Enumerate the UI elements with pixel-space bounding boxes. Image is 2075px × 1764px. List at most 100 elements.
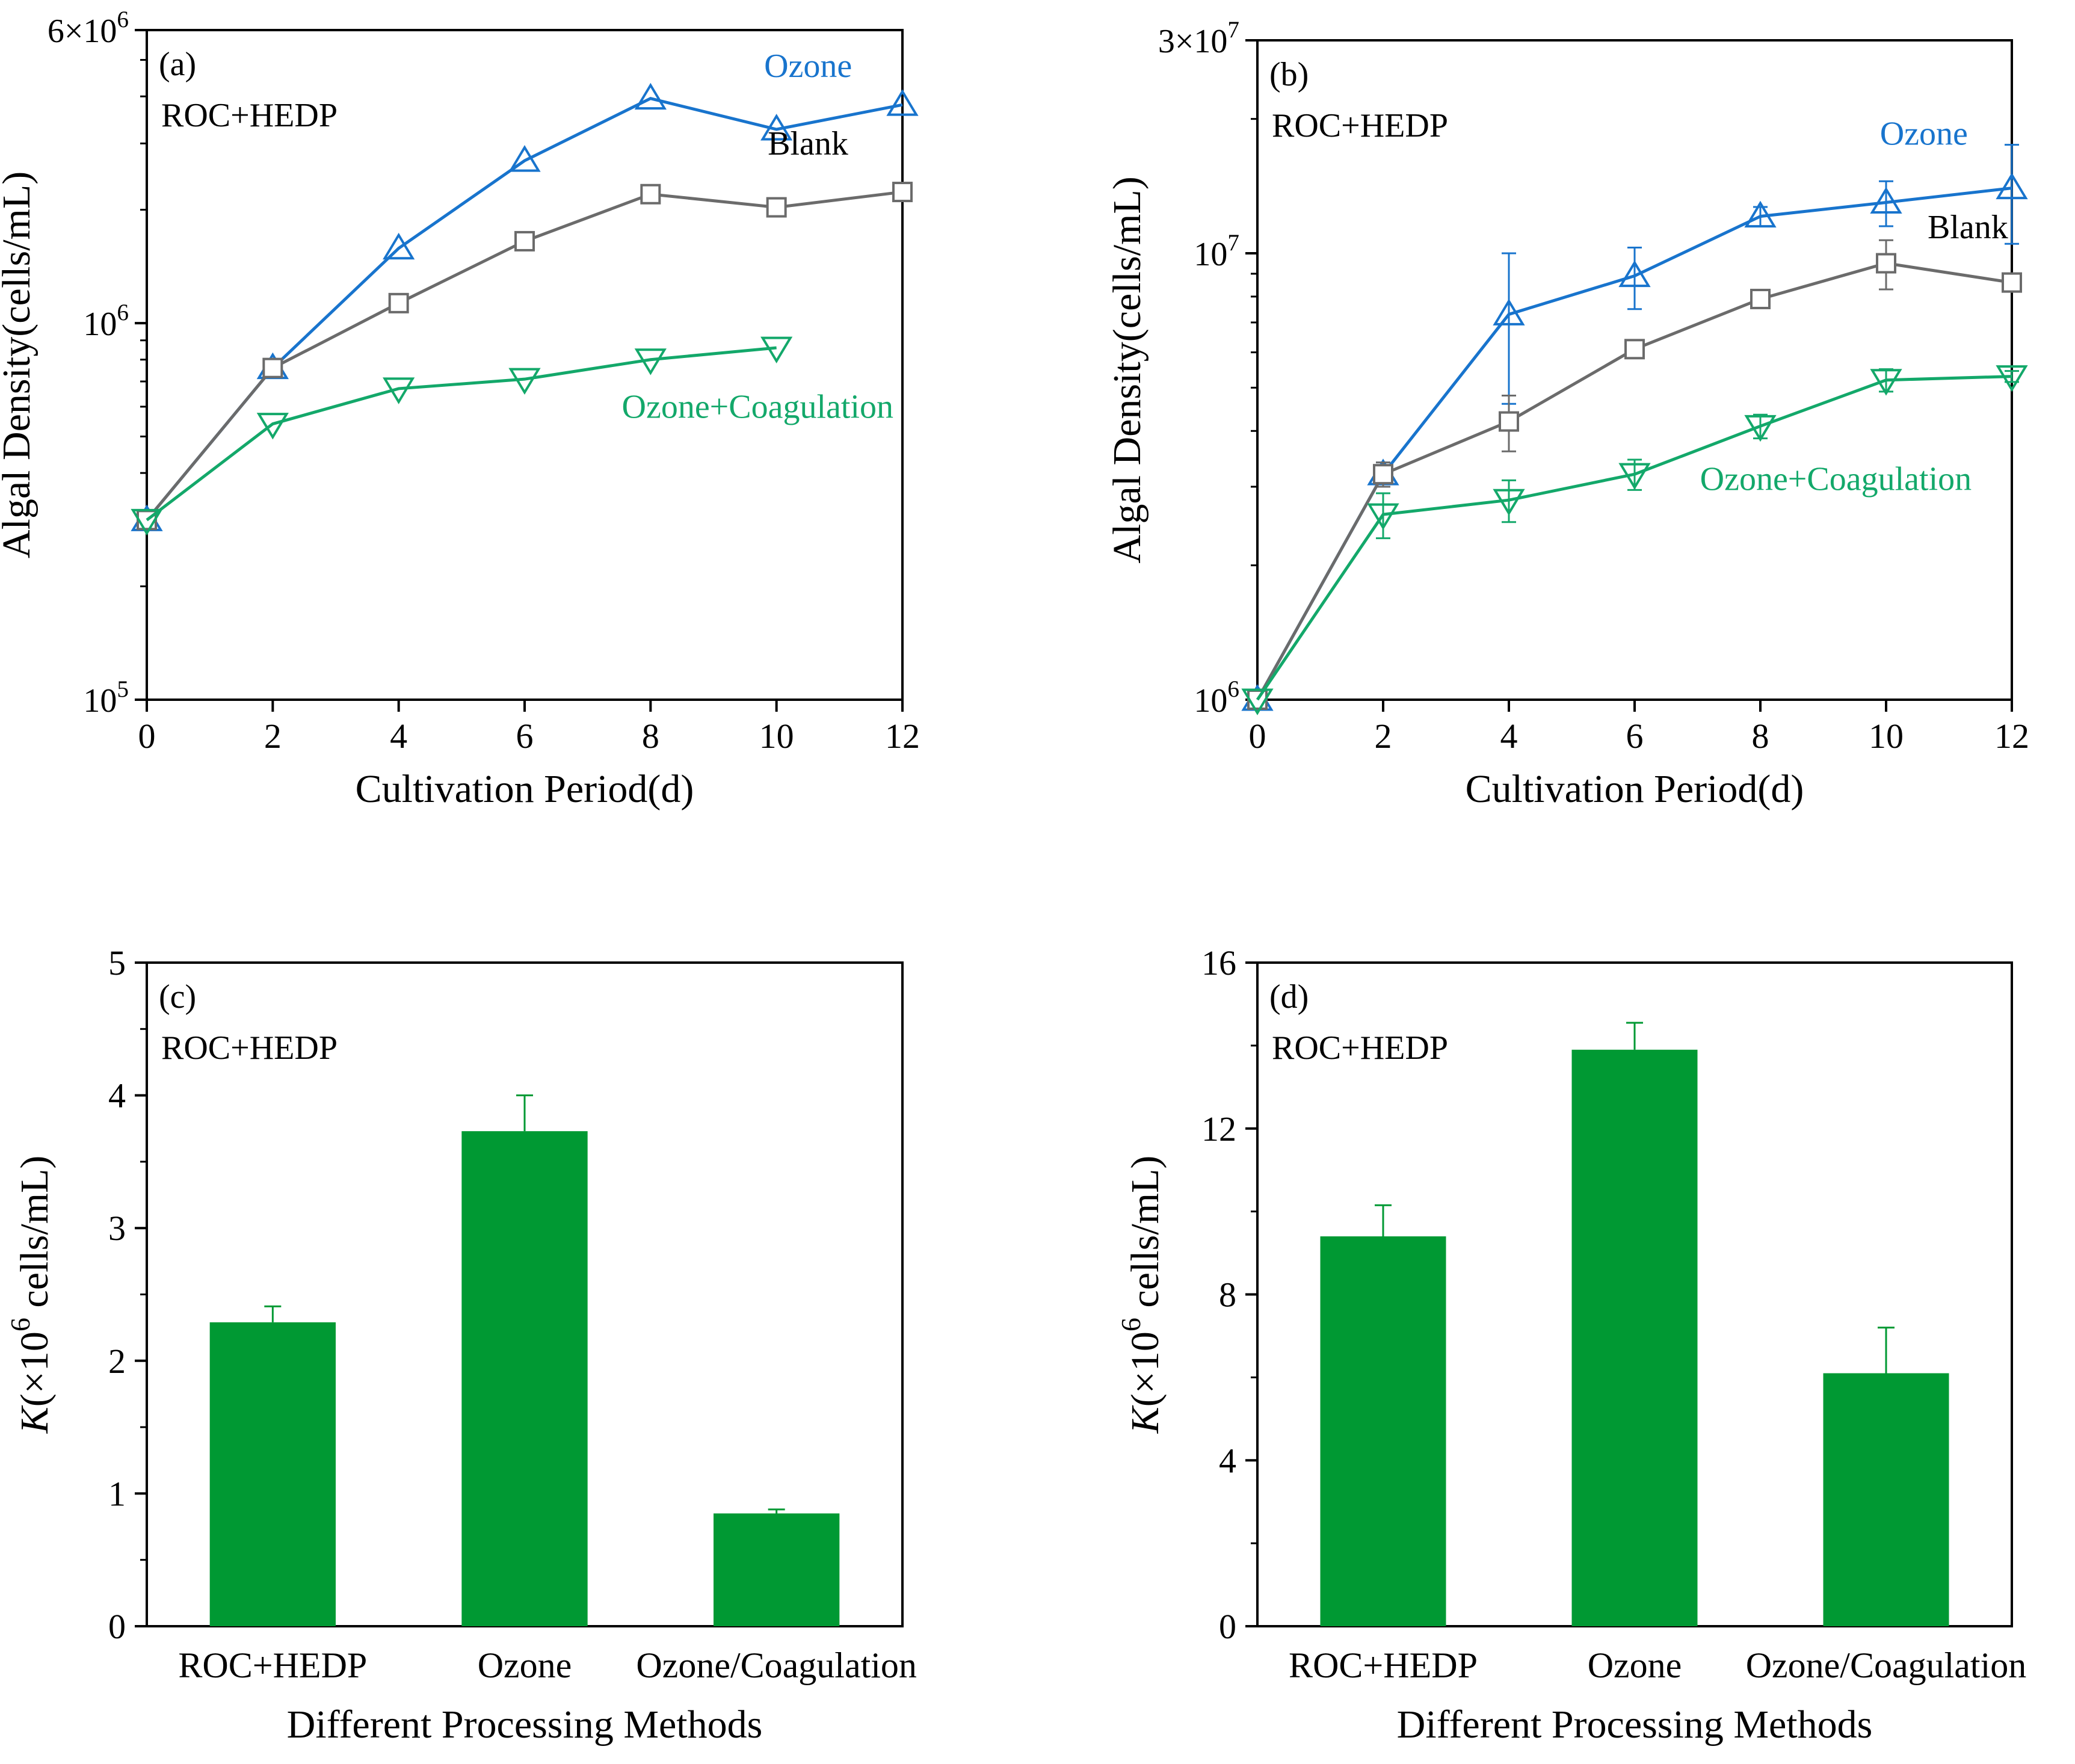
y-tick-label-exp: 7 (1227, 230, 1239, 256)
series-blank: Blank (137, 125, 913, 531)
y-tick-label-base: 10 (1194, 236, 1227, 273)
data-point (1241, 688, 1274, 715)
y-tick-label-base: 10 (83, 306, 117, 343)
x-tick-label: 2 (264, 717, 282, 756)
data-point (1876, 253, 1896, 274)
data-point (1373, 464, 1393, 485)
data-point (1493, 489, 1525, 516)
series-label: Ozone+Coagulation (1700, 460, 1972, 498)
x-axis-label: Different Processing Methods (287, 1703, 763, 1747)
y-tick-label: 0 (108, 1607, 126, 1646)
x-category-label: Ozone/Coagulation (636, 1645, 917, 1685)
series-label: Blank (768, 125, 848, 162)
panel-label: (b) (1269, 56, 1309, 93)
y-axis-label-symbol: K (13, 1405, 57, 1434)
bar-1 (1571, 1049, 1698, 1626)
data-point (886, 89, 919, 116)
data-point (256, 413, 289, 440)
bar-0 (1320, 1236, 1446, 1626)
x-tick-label: 12 (1994, 717, 2029, 756)
x-tick-label: 12 (885, 717, 920, 756)
data-point (1493, 298, 1525, 325)
x-category-label: ROC+HEDP (1289, 1645, 1478, 1685)
y-axis-label: K(×106 cells/mL) (5, 1156, 57, 1434)
series-line (1256, 375, 2012, 701)
x-tick-label: 10 (759, 717, 794, 756)
x-tick-label: 6 (1626, 717, 1644, 756)
panel-annotation: ROC+HEDP (1272, 1029, 1448, 1067)
data-point (508, 368, 541, 395)
panel-label: (a) (159, 46, 196, 83)
bar-2 (714, 1513, 840, 1626)
data-point (892, 182, 913, 203)
data-point (1996, 172, 2028, 200)
data-point (388, 292, 409, 313)
y-axis-label-symbol: K (1123, 1405, 1167, 1434)
y-tick-label-base: 3×10 (1158, 23, 1228, 60)
y-tick-label: 106 (1194, 676, 1239, 720)
bar-1 (461, 1131, 588, 1626)
panel-d-chart: 0 4 8 12 16 ROC+HEDP Ozone Ozone/Coagulation Dif… (1115, 943, 2026, 1747)
data-point (766, 197, 787, 218)
series-ozone: Ozone (1241, 116, 2028, 711)
y-axis-label: Algal Density(cells/mL) (0, 171, 39, 558)
x-category-label: ROC+HEDP (178, 1645, 367, 1685)
y-tick-label: 2 (108, 1342, 126, 1381)
series-label: Ozone+Coagulation (622, 389, 893, 426)
y-tick-label: 6×106 (48, 7, 129, 50)
data-point (131, 508, 163, 536)
x-tick-label: 4 (1500, 717, 1518, 756)
x-axis-label: Different Processing Methods (1397, 1703, 1873, 1747)
y-tick-label: 105 (83, 676, 129, 720)
x-category-label: Ozone (1588, 1645, 1682, 1685)
y-tick-label: 4 (108, 1076, 126, 1115)
y-tick-label-exp: 5 (117, 676, 129, 702)
x-category-label: Ozone/Coagulation (1746, 1645, 2027, 1685)
series-blank: Blank (1247, 209, 2022, 710)
series-ozone-coagulation: Ozone+Coagulation (1241, 365, 2028, 715)
panel-c-chart: 0 1 2 3 4 5 ROC+HEDP Ozone Ozone/Coagulation Diff… (5, 943, 917, 1747)
data-point (1750, 288, 1771, 309)
x-tick-label: 8 (642, 717, 659, 756)
x-tick-label: 8 (1752, 717, 1769, 756)
data-point (640, 183, 661, 205)
data-point (1870, 187, 1902, 214)
series-label: Ozone (764, 48, 852, 85)
x-category-label: Ozone (478, 1645, 572, 1685)
y-tick-label: 107 (1194, 230, 1239, 273)
x-tick-label: 0 (138, 717, 156, 756)
y-tick-label: 0 (1219, 1607, 1236, 1646)
y-tick-label-exp: 6 (117, 7, 129, 32)
y-tick-label: 1 (108, 1474, 126, 1513)
data-point (262, 357, 283, 378)
y-tick-label-base: 10 (83, 682, 117, 720)
series-line (146, 346, 777, 522)
y-tick-label: 16 (1201, 943, 1236, 982)
panel-annotation: ROC+HEDP (1272, 107, 1448, 144)
data-point (514, 230, 535, 251)
data-point (1367, 503, 1399, 530)
y-tick-label-exp: 7 (1227, 17, 1239, 43)
data-point (634, 82, 667, 110)
y-axis-label-exp: 6 (1115, 1318, 1146, 1331)
series-label: Ozone (1880, 116, 1968, 153)
y-tick-label: 5 (108, 943, 126, 982)
y-axis-label: K(×106 cells/mL) (1115, 1156, 1167, 1434)
data-point (634, 348, 667, 375)
y-tick-label-base: 6×10 (48, 13, 117, 50)
y-tick-label-exp: 6 (117, 300, 129, 325)
data-point (1870, 369, 1902, 396)
panel-label: (c) (159, 978, 196, 1016)
bar-2 (1823, 1373, 1949, 1626)
panel-annotation: ROC+HEDP (161, 1029, 338, 1067)
series-label: Blank (1928, 209, 2008, 246)
panel-label: (d) (1269, 978, 1309, 1016)
x-tick-label: 2 (1375, 717, 1392, 756)
y-tick-label-base: 10 (1194, 682, 1227, 720)
data-point (1744, 415, 1777, 442)
x-tick-label: 0 (1249, 717, 1266, 756)
x-tick-label: 4 (390, 717, 407, 756)
data-point (2002, 272, 2022, 293)
